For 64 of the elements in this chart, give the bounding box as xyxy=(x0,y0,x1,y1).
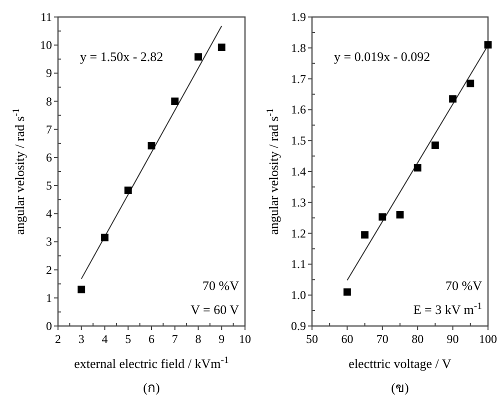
x-tick-label: 5 xyxy=(125,332,132,346)
x-tick-label: 50 xyxy=(306,332,318,346)
x-axis-title: electtric voltage / V xyxy=(348,356,452,371)
x-tick-label: 80 xyxy=(412,332,424,346)
y-tick-label: 1.5 xyxy=(291,134,306,148)
y-tick-label: 0 xyxy=(46,319,52,333)
y-tick-label: 9 xyxy=(46,66,52,80)
point xyxy=(78,286,86,294)
point xyxy=(431,142,439,149)
point xyxy=(484,41,492,49)
y-tick-label: 2 xyxy=(46,262,52,277)
point xyxy=(124,186,132,194)
x-tick-label: 3 xyxy=(78,332,84,346)
point xyxy=(148,142,156,150)
point xyxy=(343,288,351,296)
text: (ข) xyxy=(391,380,409,395)
y-tick-label: 6 xyxy=(46,150,52,164)
y-tick-label: 3 xyxy=(46,234,52,249)
point xyxy=(218,44,226,52)
x-tick-label: 2 xyxy=(55,332,61,346)
y-tick-label: 0.9 xyxy=(291,319,306,333)
x-tick-label: 4 xyxy=(102,332,108,346)
y-tick-label: 8 xyxy=(46,94,52,108)
point xyxy=(378,213,386,221)
y-tick-label: 1.0 xyxy=(291,288,306,302)
annotation: V = 60 V xyxy=(190,302,240,317)
annotation: 70 %V xyxy=(446,278,483,293)
y-tick-label: 5 xyxy=(46,178,52,193)
y-tick-label: 1.9 xyxy=(291,10,306,24)
y-tick-label: 1.3 xyxy=(291,195,306,210)
point xyxy=(396,211,404,218)
x-tick-label: 90 xyxy=(446,332,459,346)
x-tick-label: 60 xyxy=(341,332,354,346)
x-tick-label: 8 xyxy=(195,332,202,346)
x-tick-label: 100 xyxy=(479,332,497,346)
y-tick-label: 1.2 xyxy=(291,226,306,240)
y-tick-label: 1.4 xyxy=(291,164,306,178)
y-tick-label: 7 xyxy=(46,122,52,136)
point xyxy=(414,164,422,172)
y-tick-label: 11 xyxy=(40,10,52,24)
annotation: E = 3 kV m$^{-1}$ xyxy=(413,300,482,317)
annotation: 70 %V xyxy=(202,278,240,293)
x-tick-label: 10 xyxy=(239,332,251,346)
y-tick-label: 4 xyxy=(46,206,52,221)
annotation: y = 1.50x - 2.82 xyxy=(80,49,164,64)
x-tick-label: 7 xyxy=(172,332,178,346)
x-axis-title: external electric field / kVm$^{-1}$ xyxy=(74,354,229,371)
y-tick-label: 1.6 xyxy=(291,102,306,117)
point xyxy=(101,234,108,242)
point xyxy=(171,98,179,105)
annotation: y = 0.019x - 0.092 xyxy=(334,49,430,64)
y-tick-label: 1 xyxy=(46,290,52,305)
text: (ก) xyxy=(143,380,160,395)
point xyxy=(194,53,202,61)
point xyxy=(466,80,474,88)
x-tick-label: 6 xyxy=(148,332,154,346)
y-tick-label: 1.8 xyxy=(291,40,306,55)
point xyxy=(361,231,369,239)
point xyxy=(449,95,457,103)
x-tick-label: 70 xyxy=(376,332,388,346)
y-tick-label: 1.7 xyxy=(291,72,306,86)
y-tick-label: 10 xyxy=(40,38,52,52)
y-tick-label: 1.1 xyxy=(291,257,306,272)
x-tick-label: 9 xyxy=(218,332,225,346)
